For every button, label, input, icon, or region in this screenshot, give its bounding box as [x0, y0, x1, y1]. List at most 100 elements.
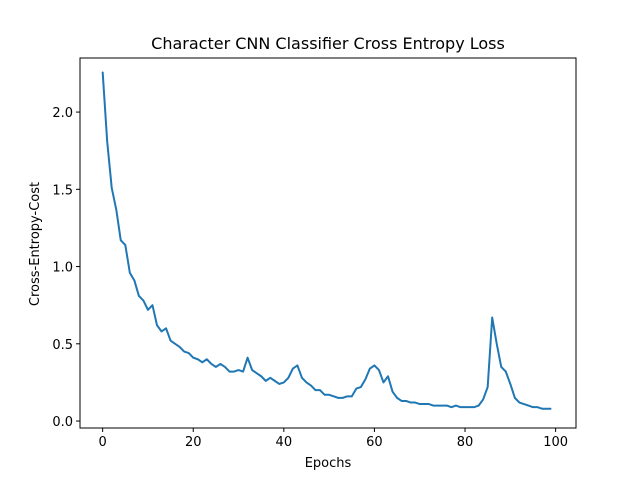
- data-point: [450, 406, 452, 408]
- data-point: [206, 358, 208, 360]
- data-point: [491, 317, 493, 319]
- data-point: [527, 405, 529, 407]
- data-point: [414, 402, 416, 404]
- data-point: [337, 397, 339, 399]
- data-point: [238, 369, 240, 371]
- data-point: [142, 300, 144, 302]
- data-point: [509, 383, 511, 385]
- data-point: [283, 381, 285, 383]
- data-point: [106, 140, 108, 142]
- data-point: [256, 372, 258, 374]
- x-tick-label: 100: [543, 435, 568, 450]
- data-point: [251, 369, 253, 371]
- data-point: [129, 272, 131, 274]
- data-point: [315, 389, 317, 391]
- data-point: [305, 381, 307, 383]
- data-point: [423, 403, 425, 405]
- data-point: [274, 380, 276, 382]
- data-point: [192, 357, 194, 359]
- data-point: [174, 343, 176, 345]
- data-point: [518, 402, 520, 404]
- data-point: [115, 208, 117, 210]
- data-point: [437, 405, 439, 407]
- data-point: [523, 403, 525, 405]
- data-point: [487, 386, 489, 388]
- data-point: [446, 405, 448, 407]
- data-point: [310, 385, 312, 387]
- data-point: [265, 380, 267, 382]
- series-layer: [101, 71, 552, 410]
- data-point: [102, 71, 104, 73]
- data-point: [165, 327, 167, 329]
- data-point: [301, 377, 303, 379]
- data-point: [546, 408, 548, 410]
- data-point: [269, 377, 271, 379]
- data-point: [410, 402, 412, 404]
- x-tick-label: 20: [185, 435, 202, 450]
- data-point: [441, 405, 443, 407]
- data-point: [210, 363, 212, 365]
- x-tick-label: 80: [457, 435, 474, 450]
- data-point: [496, 343, 498, 345]
- data-point: [387, 375, 389, 377]
- data-point: [224, 366, 226, 368]
- data-point: [482, 398, 484, 400]
- data-point: [537, 406, 538, 408]
- data-point: [532, 406, 534, 408]
- data-point: [500, 366, 502, 368]
- data-point: [473, 406, 475, 408]
- y-axis-label: Cross-Entropy-Cost: [28, 182, 43, 306]
- data-point: [419, 403, 421, 405]
- data-point: [188, 352, 190, 354]
- data-point: [124, 244, 126, 246]
- data-point: [505, 371, 507, 373]
- loss-series-line: [101, 71, 552, 410]
- data-point: [550, 408, 552, 410]
- data-point: [219, 363, 221, 365]
- data-point: [296, 364, 298, 366]
- data-point: [428, 403, 430, 405]
- y-tick-label: 0.5: [52, 338, 73, 353]
- data-point: [156, 324, 158, 326]
- x-tick-label: 60: [366, 435, 383, 450]
- x-tick-label: 40: [276, 435, 293, 450]
- y-tick-label: 1.0: [52, 261, 73, 276]
- data-point: [328, 394, 330, 396]
- data-point: [201, 361, 203, 363]
- data-point: [514, 397, 516, 399]
- data-point: [392, 391, 394, 393]
- data-point: [396, 397, 398, 399]
- y-tick-label: 1.5: [52, 183, 73, 198]
- data-point: [111, 187, 113, 189]
- data-point: [147, 309, 149, 311]
- y-tick-label: 0.0: [52, 415, 73, 430]
- data-point: [179, 346, 181, 348]
- data-point: [319, 389, 321, 391]
- data-point: [355, 388, 357, 390]
- data-point: [215, 366, 217, 368]
- data-point: [401, 400, 403, 402]
- data-point: [183, 351, 185, 353]
- chart-title: Character CNN Classifier Cross Entropy L…: [151, 34, 505, 53]
- data-point: [432, 405, 434, 407]
- data-point: [151, 304, 153, 306]
- data-point: [287, 377, 289, 379]
- data-point: [541, 408, 543, 410]
- data-point: [351, 395, 353, 397]
- data-point: [478, 405, 480, 407]
- data-point: [469, 406, 471, 408]
- data-point: [382, 381, 384, 383]
- data-point: [364, 378, 366, 380]
- y-tick-label: 2.0: [52, 106, 73, 121]
- data-point: [170, 340, 172, 342]
- data-point: [360, 386, 362, 388]
- data-point: [292, 368, 294, 370]
- data-point: [342, 397, 344, 399]
- data-point: [233, 371, 235, 373]
- data-point: [373, 364, 375, 366]
- data-point: [197, 358, 199, 360]
- data-point: [324, 394, 326, 396]
